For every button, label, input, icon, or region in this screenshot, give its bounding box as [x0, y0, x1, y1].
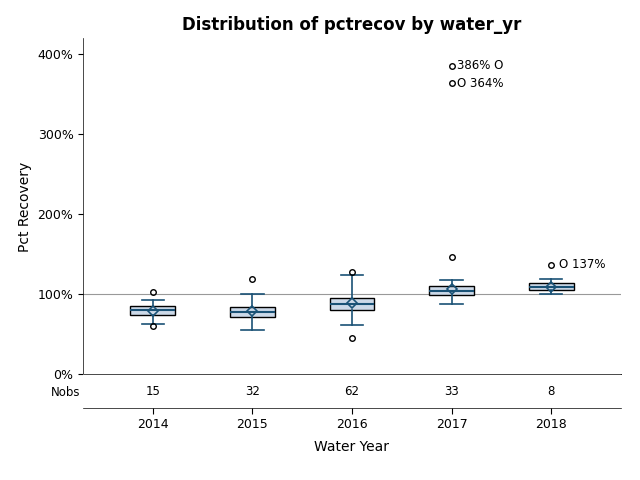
PathPatch shape [429, 286, 474, 295]
Text: 15: 15 [145, 384, 161, 398]
Text: 32: 32 [245, 384, 260, 398]
Text: 8: 8 [547, 384, 555, 398]
Text: 33: 33 [444, 384, 459, 398]
Text: O 137%: O 137% [559, 258, 605, 271]
PathPatch shape [131, 306, 175, 315]
PathPatch shape [230, 307, 275, 317]
Text: O 364%: O 364% [456, 77, 503, 90]
X-axis label: Water Year: Water Year [314, 440, 390, 454]
Y-axis label: Pct Recovery: Pct Recovery [18, 161, 32, 252]
PathPatch shape [529, 283, 573, 289]
PathPatch shape [330, 298, 374, 311]
Title: Distribution of pctrecov by water_yr: Distribution of pctrecov by water_yr [182, 16, 522, 34]
Text: 62: 62 [344, 384, 360, 398]
Text: 386% O: 386% O [456, 59, 503, 72]
